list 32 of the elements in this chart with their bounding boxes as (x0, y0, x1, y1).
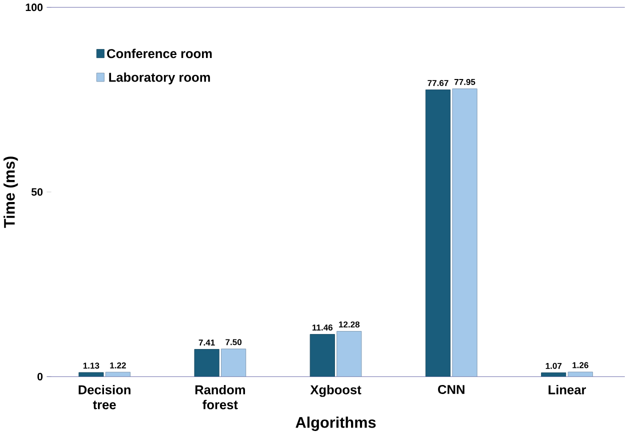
data-label: 1.07 (546, 363, 562, 370)
data-label: 7.41 (198, 340, 215, 346)
data-label: 1.13 (83, 362, 100, 369)
bar (541, 372, 566, 377)
x-tick-label: Decision tree (78, 385, 130, 410)
bar (310, 334, 335, 377)
data-label: 77.67 (428, 80, 448, 86)
data-label: 1.22 (110, 362, 126, 369)
data-label: 7.50 (226, 339, 242, 346)
bar (425, 90, 451, 377)
legend-label: Conference room (107, 48, 212, 58)
x-tick-label: Random forest (195, 385, 245, 410)
bar (568, 372, 593, 377)
data-label: 12.28 (339, 322, 360, 328)
bar (221, 348, 246, 377)
data-label: 11.46 (312, 324, 333, 331)
y-tick-label: 50 (31, 188, 43, 196)
x-tick-label: CNN (438, 385, 464, 394)
bar (452, 88, 478, 377)
y-axis-title: Time (ms) (4, 156, 18, 228)
legend-label: Laboratory room (109, 72, 210, 85)
bar (105, 372, 130, 377)
x-tick-label: Linear (548, 385, 586, 395)
bar (336, 331, 362, 377)
bar (78, 372, 104, 377)
data-label: 77.95 (454, 79, 476, 86)
x-axis-title: Algorithms (296, 416, 376, 432)
bar (194, 349, 220, 377)
x-tick-label: Xgboost (310, 385, 362, 398)
y-tick-label: 100 (26, 4, 43, 12)
y-tick-label: 0 (37, 373, 43, 381)
data-label: 1.26 (572, 362, 588, 368)
